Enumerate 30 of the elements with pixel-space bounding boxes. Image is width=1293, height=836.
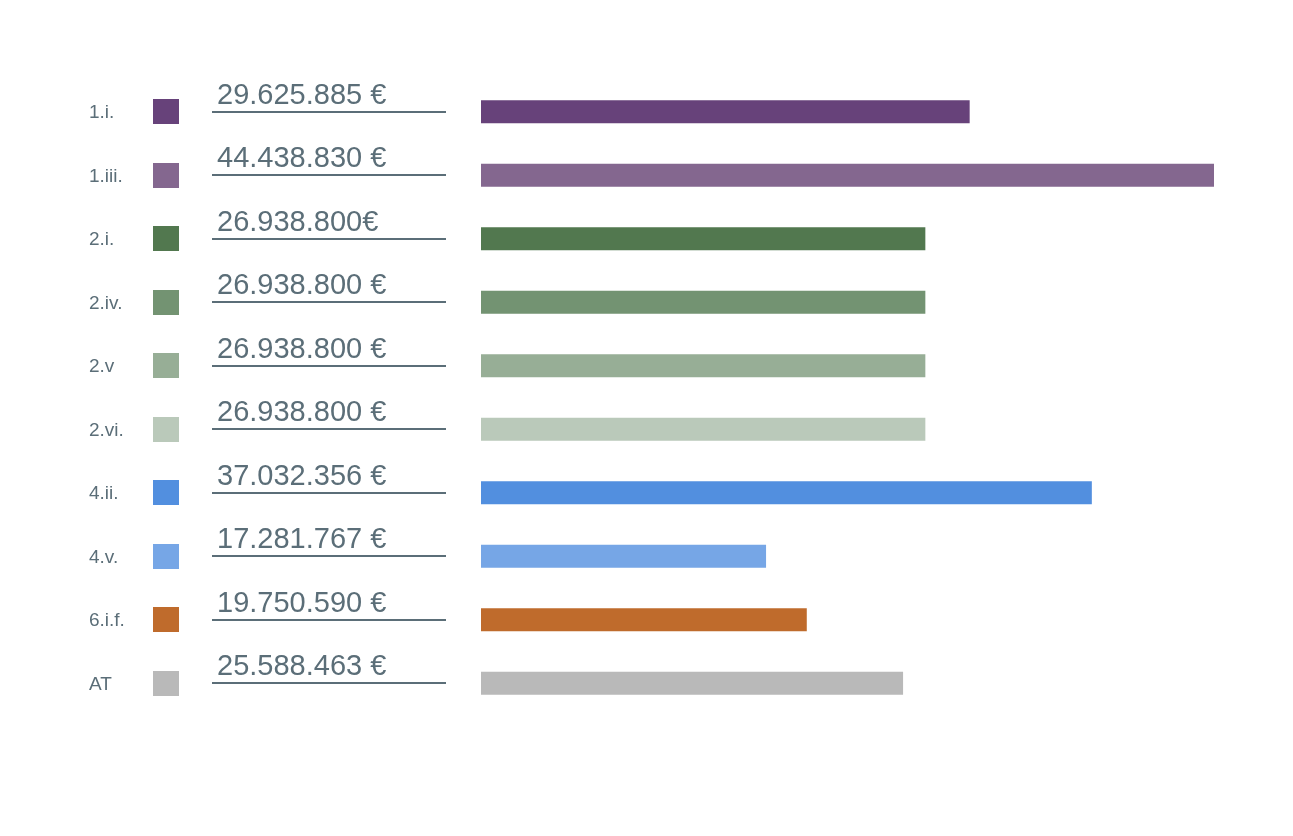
bar [481,100,970,124]
data-label: 26.938.800€ [217,204,379,237]
bar [481,354,926,378]
y-tick-label: AT [89,672,113,694]
data-label: 17.281.767 € [217,522,387,555]
y-tick-label: 1.iii. [89,164,123,186]
y-tick-label: 2.iv. [89,291,123,313]
bar [481,544,767,568]
y-tick-label: 4.v. [89,545,119,567]
bar [481,671,904,695]
data-label: 29.625.885 € [217,77,387,110]
data-label: 19.750.590 € [217,585,387,618]
y-tick-label: 4.ii. [89,482,119,504]
data-label: 44.438.830 € [217,141,387,174]
bar [481,227,926,251]
data-label: 25.588.463 € [217,649,387,682]
y-tick-label: 2.i. [89,228,115,250]
bar [481,481,1092,505]
bar [481,163,1214,187]
bar [481,608,807,632]
y-tick-label: 1.i. [89,101,115,123]
y-tick-label: 2.v [89,355,115,377]
y-tick-label: 2.vi. [89,418,124,440]
data-label: 26.938.800 € [217,395,387,428]
y-tick-label: 6.i.f. [89,609,125,631]
bar [481,290,926,314]
data-label: 37.032.356 € [217,458,387,491]
bar [481,417,926,441]
data-label: 26.938.800 € [217,268,387,301]
data-label: 26.938.800 € [217,331,387,364]
